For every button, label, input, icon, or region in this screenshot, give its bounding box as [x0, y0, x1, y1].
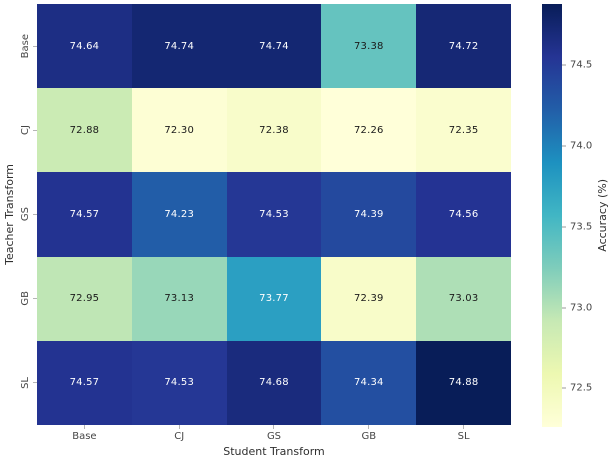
heatmap-cell-SL-SL: 74.88	[416, 340, 511, 425]
heatmap-cell-GS-Base: 74.57	[37, 172, 132, 257]
heatmap-cell-GB-SL: 73.03	[416, 256, 511, 341]
heatmap-cell-SL-CJ: 74.53	[131, 340, 227, 425]
y-tick-label: GS	[20, 207, 31, 222]
x-tick-SL: SL	[416, 425, 511, 449]
heatmap-cell-GB-CJ: 73.13	[131, 256, 227, 341]
colorbar-tick-label: 74.0	[570, 140, 593, 152]
y-tick-label: SL	[20, 376, 31, 389]
y-tick-mark	[33, 45, 37, 47]
colorbar-tick-label: 73.5	[570, 221, 593, 233]
x-tick-label: GB	[361, 431, 377, 442]
colorbar-tick-74.0: 74.0	[562, 141, 592, 152]
x-tick-mark	[273, 425, 275, 429]
heatmap-cell-CJ-CJ: 72.30	[131, 88, 227, 173]
heatmap-cell-GB-GB: 72.39	[321, 256, 417, 341]
x-tick-mark	[178, 425, 180, 429]
heatmap-cell-GS-CJ: 74.23	[131, 172, 227, 257]
x-tick-mark	[463, 425, 465, 429]
heatmap-cell-Base-GB: 73.38	[321, 4, 417, 89]
y-tick-GS: GS	[0, 172, 37, 256]
x-tick-label: GS	[266, 431, 282, 442]
x-axis-ticks: Base CJ GS GB SL	[37, 425, 511, 449]
heatmap-cell-CJ-SL: 72.35	[416, 88, 511, 173]
x-tick-label: Base	[72, 431, 97, 442]
x-tick-GS: GS	[227, 425, 322, 449]
y-tick-mark	[33, 298, 37, 300]
y-tick-Base: Base	[0, 4, 37, 88]
colorbar	[542, 4, 562, 427]
colorbar-tick-mark	[562, 226, 566, 228]
colorbar-tick-label: 74.5	[570, 59, 593, 71]
colorbar-title-text: Accuracy (%)	[595, 179, 609, 252]
y-tick-GB: GB	[0, 257, 37, 341]
y-tick-mark	[33, 382, 37, 384]
colorbar-tick-label: 73.0	[570, 302, 593, 314]
heatmap-grid: 74.64 74.74 74.74 73.38 74.72 72.88 72.30 72.38…	[37, 4, 511, 425]
heatmap-cell-SL-GB: 74.34	[321, 340, 417, 425]
x-tick-mark	[368, 425, 370, 429]
colorbar-tick-73.5: 73.5	[562, 221, 592, 232]
x-tick-Base: Base	[37, 425, 132, 449]
x-tick-mark	[83, 425, 85, 429]
heatmap-cell-Base-CJ: 74.74	[131, 4, 227, 89]
colorbar-tick-mark	[562, 64, 566, 66]
heatmap-cell-GS-GS: 74.53	[226, 172, 322, 257]
heatmap-cell-Base-Base: 74.64	[37, 4, 132, 89]
colorbar-tick-73.0: 73.0	[562, 302, 592, 313]
colorbar-title: Accuracy (%)	[592, 4, 612, 427]
heatmap-cell-GB-GS: 73.77	[226, 256, 322, 341]
colorbar-ticks: 74.5 74.0 73.5 73.0 72.5	[562, 4, 608, 427]
colorbar-tick-74.5: 74.5	[562, 60, 592, 71]
colorbar-tick-mark	[562, 145, 566, 147]
colorbar-tick-mark	[562, 307, 566, 309]
heatmap-cell-Base-GS: 74.74	[226, 4, 322, 89]
y-axis-ticks: Base CJ GS GB SL	[0, 4, 37, 425]
heatmap-cell-SL-Base: 74.57	[37, 340, 132, 425]
x-tick-label: SL	[457, 431, 470, 442]
x-tick-GB: GB	[321, 425, 416, 449]
y-tick-mark	[33, 129, 37, 131]
y-tick-label: GB	[20, 291, 31, 307]
y-tick-CJ: CJ	[0, 88, 37, 172]
heatmap-cell-CJ-Base: 72.88	[37, 88, 132, 173]
heatmap-cell-Base-SL: 74.72	[416, 4, 511, 89]
y-tick-mark	[33, 214, 37, 215]
x-tick-CJ: CJ	[132, 425, 227, 449]
y-tick-SL: SL	[0, 341, 37, 425]
heatmap-cell-CJ-GS: 72.38	[226, 88, 322, 173]
heatmap-cell-GS-GB: 74.39	[321, 172, 417, 257]
colorbar-tick-72.5: 72.5	[562, 383, 592, 394]
colorbar-tick-mark	[562, 387, 566, 389]
heatmap-cell-SL-GS: 74.68	[226, 340, 322, 425]
colorbar-tick-label: 72.5	[570, 382, 593, 394]
y-tick-label: Base	[20, 33, 31, 59]
heatmap-cell-GB-Base: 72.95	[37, 256, 132, 341]
x-tick-label: CJ	[174, 431, 185, 442]
heatmap-cell-CJ-GB: 72.26	[321, 88, 417, 173]
x-axis-title: Student Transform	[223, 445, 325, 458]
y-tick-label: CJ	[20, 125, 31, 136]
heatmap-cell-GS-SL: 74.56	[416, 172, 511, 257]
